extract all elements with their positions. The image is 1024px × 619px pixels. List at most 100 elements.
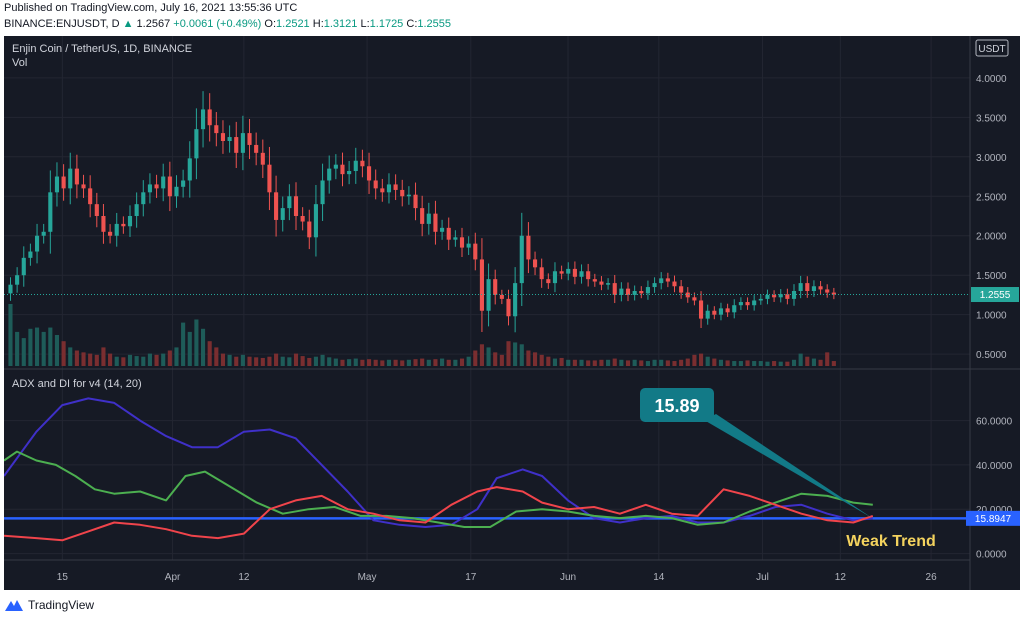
adx-lines — [3, 397, 874, 542]
time-axis[interactable]: 15 Apr 12 May 17 Jun 14 Jul 12 26 — [57, 572, 937, 583]
volume-bar — [15, 331, 20, 366]
time-tick-label: Jun — [560, 572, 576, 583]
volume-bar — [101, 347, 106, 366]
adx-axis[interactable]: 60.0000 40.0000 20.0000 0.0000 — [976, 417, 1013, 561]
adx-pane-title: ADX and DI for v4 (14, 20) — [12, 378, 142, 390]
weak-trend-annotation: Weak Trend — [846, 533, 936, 550]
chart-svg[interactable]: Enjin Coin / TetherUS, 1D, BINANCE Vol U… — [3, 36, 1020, 590]
candle-body — [366, 166, 372, 181]
candle-body — [287, 196, 292, 209]
candle-body — [360, 160, 365, 167]
published-line: Published on TradingView.com, July 16, 2… — [4, 2, 298, 14]
candle-body — [141, 192, 146, 205]
candle-body — [606, 283, 611, 285]
candle-body — [652, 283, 657, 288]
volume-bar — [532, 352, 538, 366]
volume-bar — [247, 356, 252, 366]
callout-pointer — [704, 414, 873, 519]
candle-body — [566, 268, 571, 274]
candle-body — [386, 184, 392, 193]
price-tick-label: 1.5000 — [976, 271, 1007, 282]
volume-bar — [181, 322, 186, 366]
volume-bar — [426, 359, 431, 366]
candle-body — [526, 235, 531, 260]
adx-tick-label: 40.0000 — [976, 461, 1013, 472]
volume-bar — [440, 358, 445, 366]
candle-body — [473, 243, 478, 260]
volume-bar — [745, 360, 750, 366]
candle-body — [592, 279, 597, 282]
time-tick-label: Apr — [165, 572, 181, 583]
volume-bar — [692, 354, 697, 366]
low-value: 1.1725 — [369, 18, 404, 30]
candle-body — [552, 271, 558, 284]
price-tick-label: 3.5000 — [976, 113, 1007, 124]
candle-body — [758, 298, 763, 301]
candle-body — [778, 294, 783, 298]
volume-bar — [493, 352, 498, 366]
footer: TradingView — [4, 595, 94, 615]
candle-body — [134, 204, 139, 216]
volume-bar — [88, 353, 93, 366]
candle-body — [154, 184, 159, 189]
time-tick-label: 12 — [238, 572, 250, 583]
volume-bar — [705, 356, 710, 366]
volume-bar — [333, 358, 338, 366]
volume-bar — [81, 352, 86, 366]
time-tick-label: 26 — [926, 572, 938, 583]
candle-body — [313, 204, 318, 238]
adx-value-badge-text: 15.8947 — [975, 514, 1012, 525]
volume-bar — [400, 360, 405, 366]
volume-bar — [207, 341, 212, 366]
candle-body — [420, 208, 425, 224]
close-label: C: — [406, 18, 418, 30]
volume-bar — [293, 353, 299, 366]
volume-bar — [174, 347, 179, 366]
candle-body — [459, 237, 465, 248]
candle-body — [320, 180, 325, 205]
candle-body — [293, 196, 299, 216]
candle-body — [340, 164, 345, 175]
candle-body — [380, 188, 385, 193]
currency-box[interactable]: USDT — [975, 39, 1009, 57]
adx-series-line — [3, 486, 874, 542]
candle-body — [393, 184, 398, 190]
volume-bar — [320, 354, 325, 366]
callout: 15.89 — [640, 388, 873, 519]
candle-body — [453, 237, 458, 240]
volume-bar — [200, 328, 206, 366]
volume-bar — [659, 359, 664, 366]
price-tick-label: 2.5000 — [976, 192, 1007, 203]
volume-bar — [307, 357, 312, 366]
candle-body — [645, 287, 650, 294]
candle-body — [612, 283, 617, 295]
candle-body — [718, 308, 724, 315]
adx-value-badge-box — [966, 510, 1020, 526]
candle-body — [599, 281, 604, 285]
candle-body — [745, 302, 750, 306]
candle-body — [247, 133, 252, 145]
candle-body — [108, 231, 113, 236]
candle-body — [274, 192, 279, 220]
last-price-badge: 1.2555 — [971, 287, 1019, 303]
candle-body — [785, 294, 790, 299]
chart-frame[interactable]: Enjin Coin / TetherUS, 1D, BINANCE Vol U… — [3, 36, 1020, 590]
candle-body — [34, 235, 40, 252]
volume-bar — [732, 361, 737, 366]
candle-body — [639, 291, 644, 294]
price-axis[interactable]: 4.0000 3.5000 3.0000 2.5000 2.0000 1.5000 1.00… — [976, 74, 1007, 361]
volume-bar — [712, 358, 717, 366]
volume-bar — [108, 353, 113, 366]
candle-body — [48, 192, 53, 232]
volume-bar — [559, 357, 564, 366]
volume-bar — [373, 359, 378, 366]
volume-bar — [313, 356, 318, 366]
volume-bar — [94, 354, 99, 366]
callout-text: 15.89 — [654, 396, 699, 416]
candle-body — [440, 227, 445, 232]
candle-body — [194, 129, 199, 159]
volume-label: Vol — [12, 57, 27, 69]
volume-bar — [513, 342, 518, 366]
volume-bar — [114, 356, 119, 366]
volume-bar — [679, 359, 684, 366]
